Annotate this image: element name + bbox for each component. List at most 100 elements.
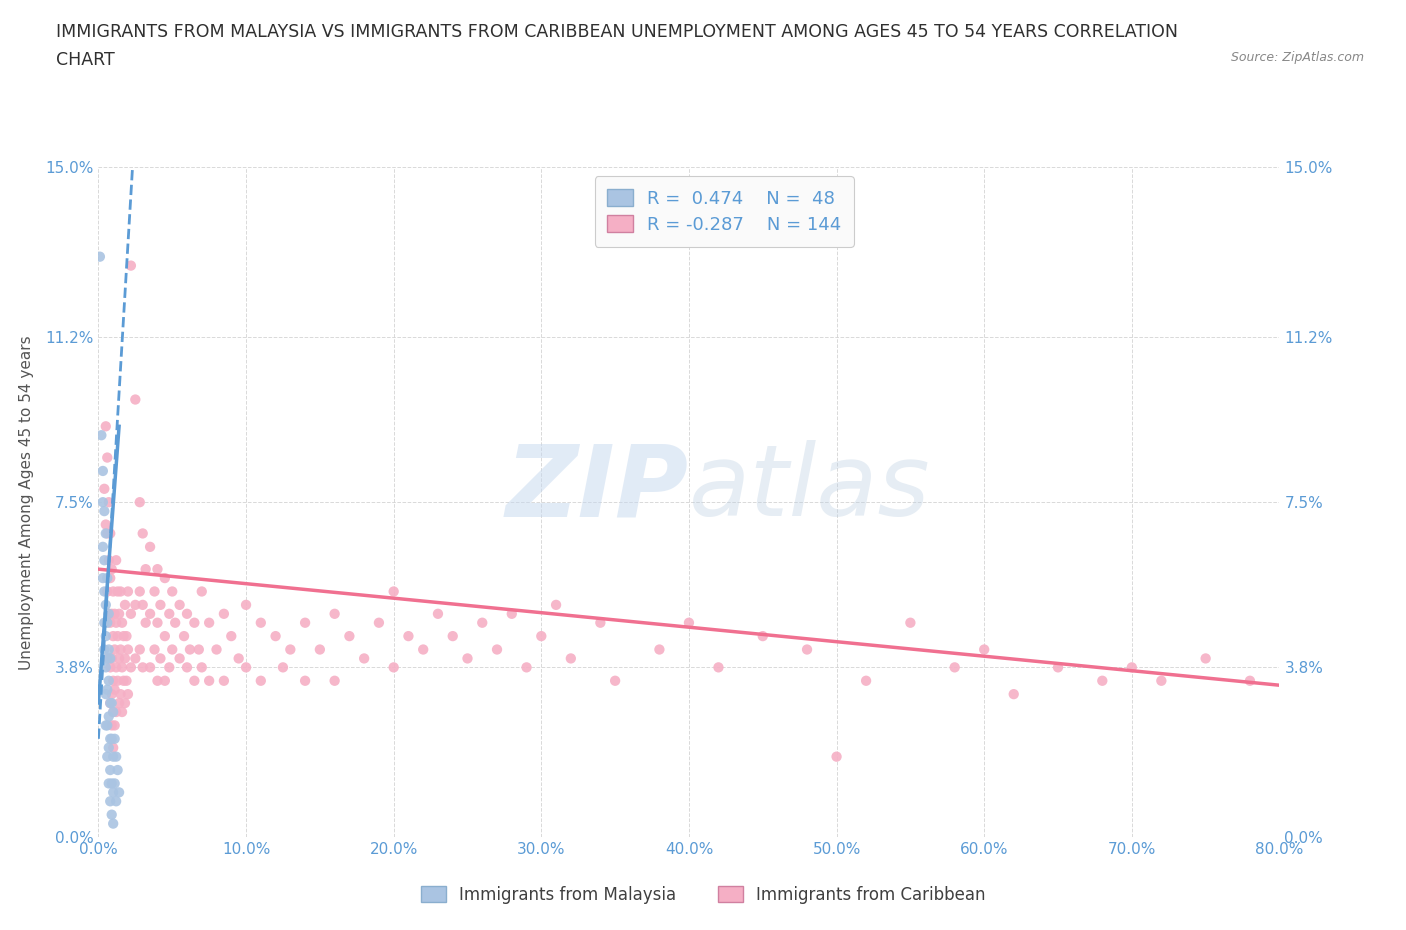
Point	[135, 562, 157, 577]
Point	[219, 629, 242, 644]
Point	[103, 740, 125, 755]
Point	[100, 651, 122, 666]
Point	[124, 651, 146, 666]
Text: ZIP: ZIP	[506, 440, 689, 538]
Point	[228, 651, 250, 666]
Point	[117, 686, 139, 701]
Point	[98, 696, 121, 711]
Point	[1121, 660, 1143, 675]
Legend: R =  0.474    N =  48, R = -0.287    N = 144: R = 0.474 N = 48, R = -0.287 N = 144	[595, 177, 853, 246]
Point	[105, 616, 128, 631]
Point	[91, 539, 114, 554]
Point	[143, 584, 166, 599]
Point	[100, 718, 122, 733]
Point	[108, 651, 131, 666]
Point	[212, 673, 235, 688]
Point	[96, 683, 118, 698]
Point	[98, 794, 121, 809]
Point	[100, 686, 122, 701]
Point	[103, 785, 125, 800]
Point	[486, 642, 509, 657]
Point	[396, 629, 419, 644]
Point	[678, 616, 700, 631]
Point	[198, 673, 221, 688]
Point	[96, 718, 118, 733]
Point	[97, 709, 120, 724]
Point	[973, 642, 995, 657]
Point	[111, 660, 134, 675]
Point	[93, 642, 115, 657]
Point	[96, 571, 118, 586]
Point	[124, 392, 146, 407]
Point	[796, 642, 818, 657]
Point	[309, 642, 332, 657]
Point	[1091, 673, 1114, 688]
Point	[100, 731, 122, 746]
Point	[96, 450, 118, 465]
Point	[97, 606, 120, 621]
Point	[250, 616, 273, 631]
Point	[115, 629, 138, 644]
Point	[96, 526, 118, 541]
Point	[441, 629, 464, 644]
Point	[108, 785, 131, 800]
Point	[146, 673, 169, 688]
Point	[100, 606, 122, 621]
Point	[412, 642, 434, 657]
Text: IMMIGRANTS FROM MALAYSIA VS IMMIGRANTS FROM CARIBBEAN UNEMPLOYMENT AMONG AGES 45: IMMIGRANTS FROM MALAYSIA VS IMMIGRANTS F…	[56, 23, 1178, 41]
Point	[100, 807, 122, 822]
Point	[132, 597, 155, 612]
Point	[135, 616, 157, 631]
Point	[339, 629, 360, 644]
Point	[94, 629, 117, 644]
Point	[94, 418, 117, 433]
Point	[104, 718, 127, 733]
Point	[648, 642, 671, 657]
Point	[132, 526, 155, 541]
Point	[112, 673, 135, 688]
Point	[605, 673, 627, 688]
Point	[98, 526, 121, 541]
Point	[115, 673, 138, 688]
Point	[100, 696, 122, 711]
Point	[169, 597, 191, 612]
Point	[103, 817, 125, 831]
Point	[139, 606, 162, 621]
Point	[105, 705, 128, 720]
Point	[105, 660, 128, 675]
Point	[103, 705, 125, 720]
Point	[94, 597, 117, 612]
Point	[110, 584, 132, 599]
Point	[1195, 651, 1218, 666]
Point	[114, 651, 136, 666]
Point	[149, 651, 172, 666]
Point	[146, 562, 169, 577]
Point	[104, 606, 127, 621]
Point	[169, 651, 191, 666]
Point	[103, 584, 125, 599]
Point	[105, 552, 128, 567]
Point	[93, 552, 115, 567]
Point	[176, 660, 198, 675]
Point	[94, 526, 117, 541]
Point	[176, 606, 198, 621]
Point	[146, 616, 169, 631]
Point	[96, 750, 118, 764]
Point	[97, 606, 120, 621]
Point	[97, 495, 120, 510]
Point	[382, 660, 405, 675]
Point	[191, 660, 214, 675]
Point	[198, 616, 221, 631]
Point	[271, 660, 294, 675]
Point	[120, 259, 142, 273]
Point	[111, 616, 134, 631]
Y-axis label: Unemployment Among Ages 45 to 54 years: Unemployment Among Ages 45 to 54 years	[20, 335, 34, 670]
Point	[94, 517, 117, 532]
Point	[205, 642, 228, 657]
Point	[91, 463, 114, 478]
Point	[183, 673, 205, 688]
Point	[173, 629, 195, 644]
Point	[162, 584, 183, 599]
Point	[515, 660, 537, 675]
Point	[94, 718, 117, 733]
